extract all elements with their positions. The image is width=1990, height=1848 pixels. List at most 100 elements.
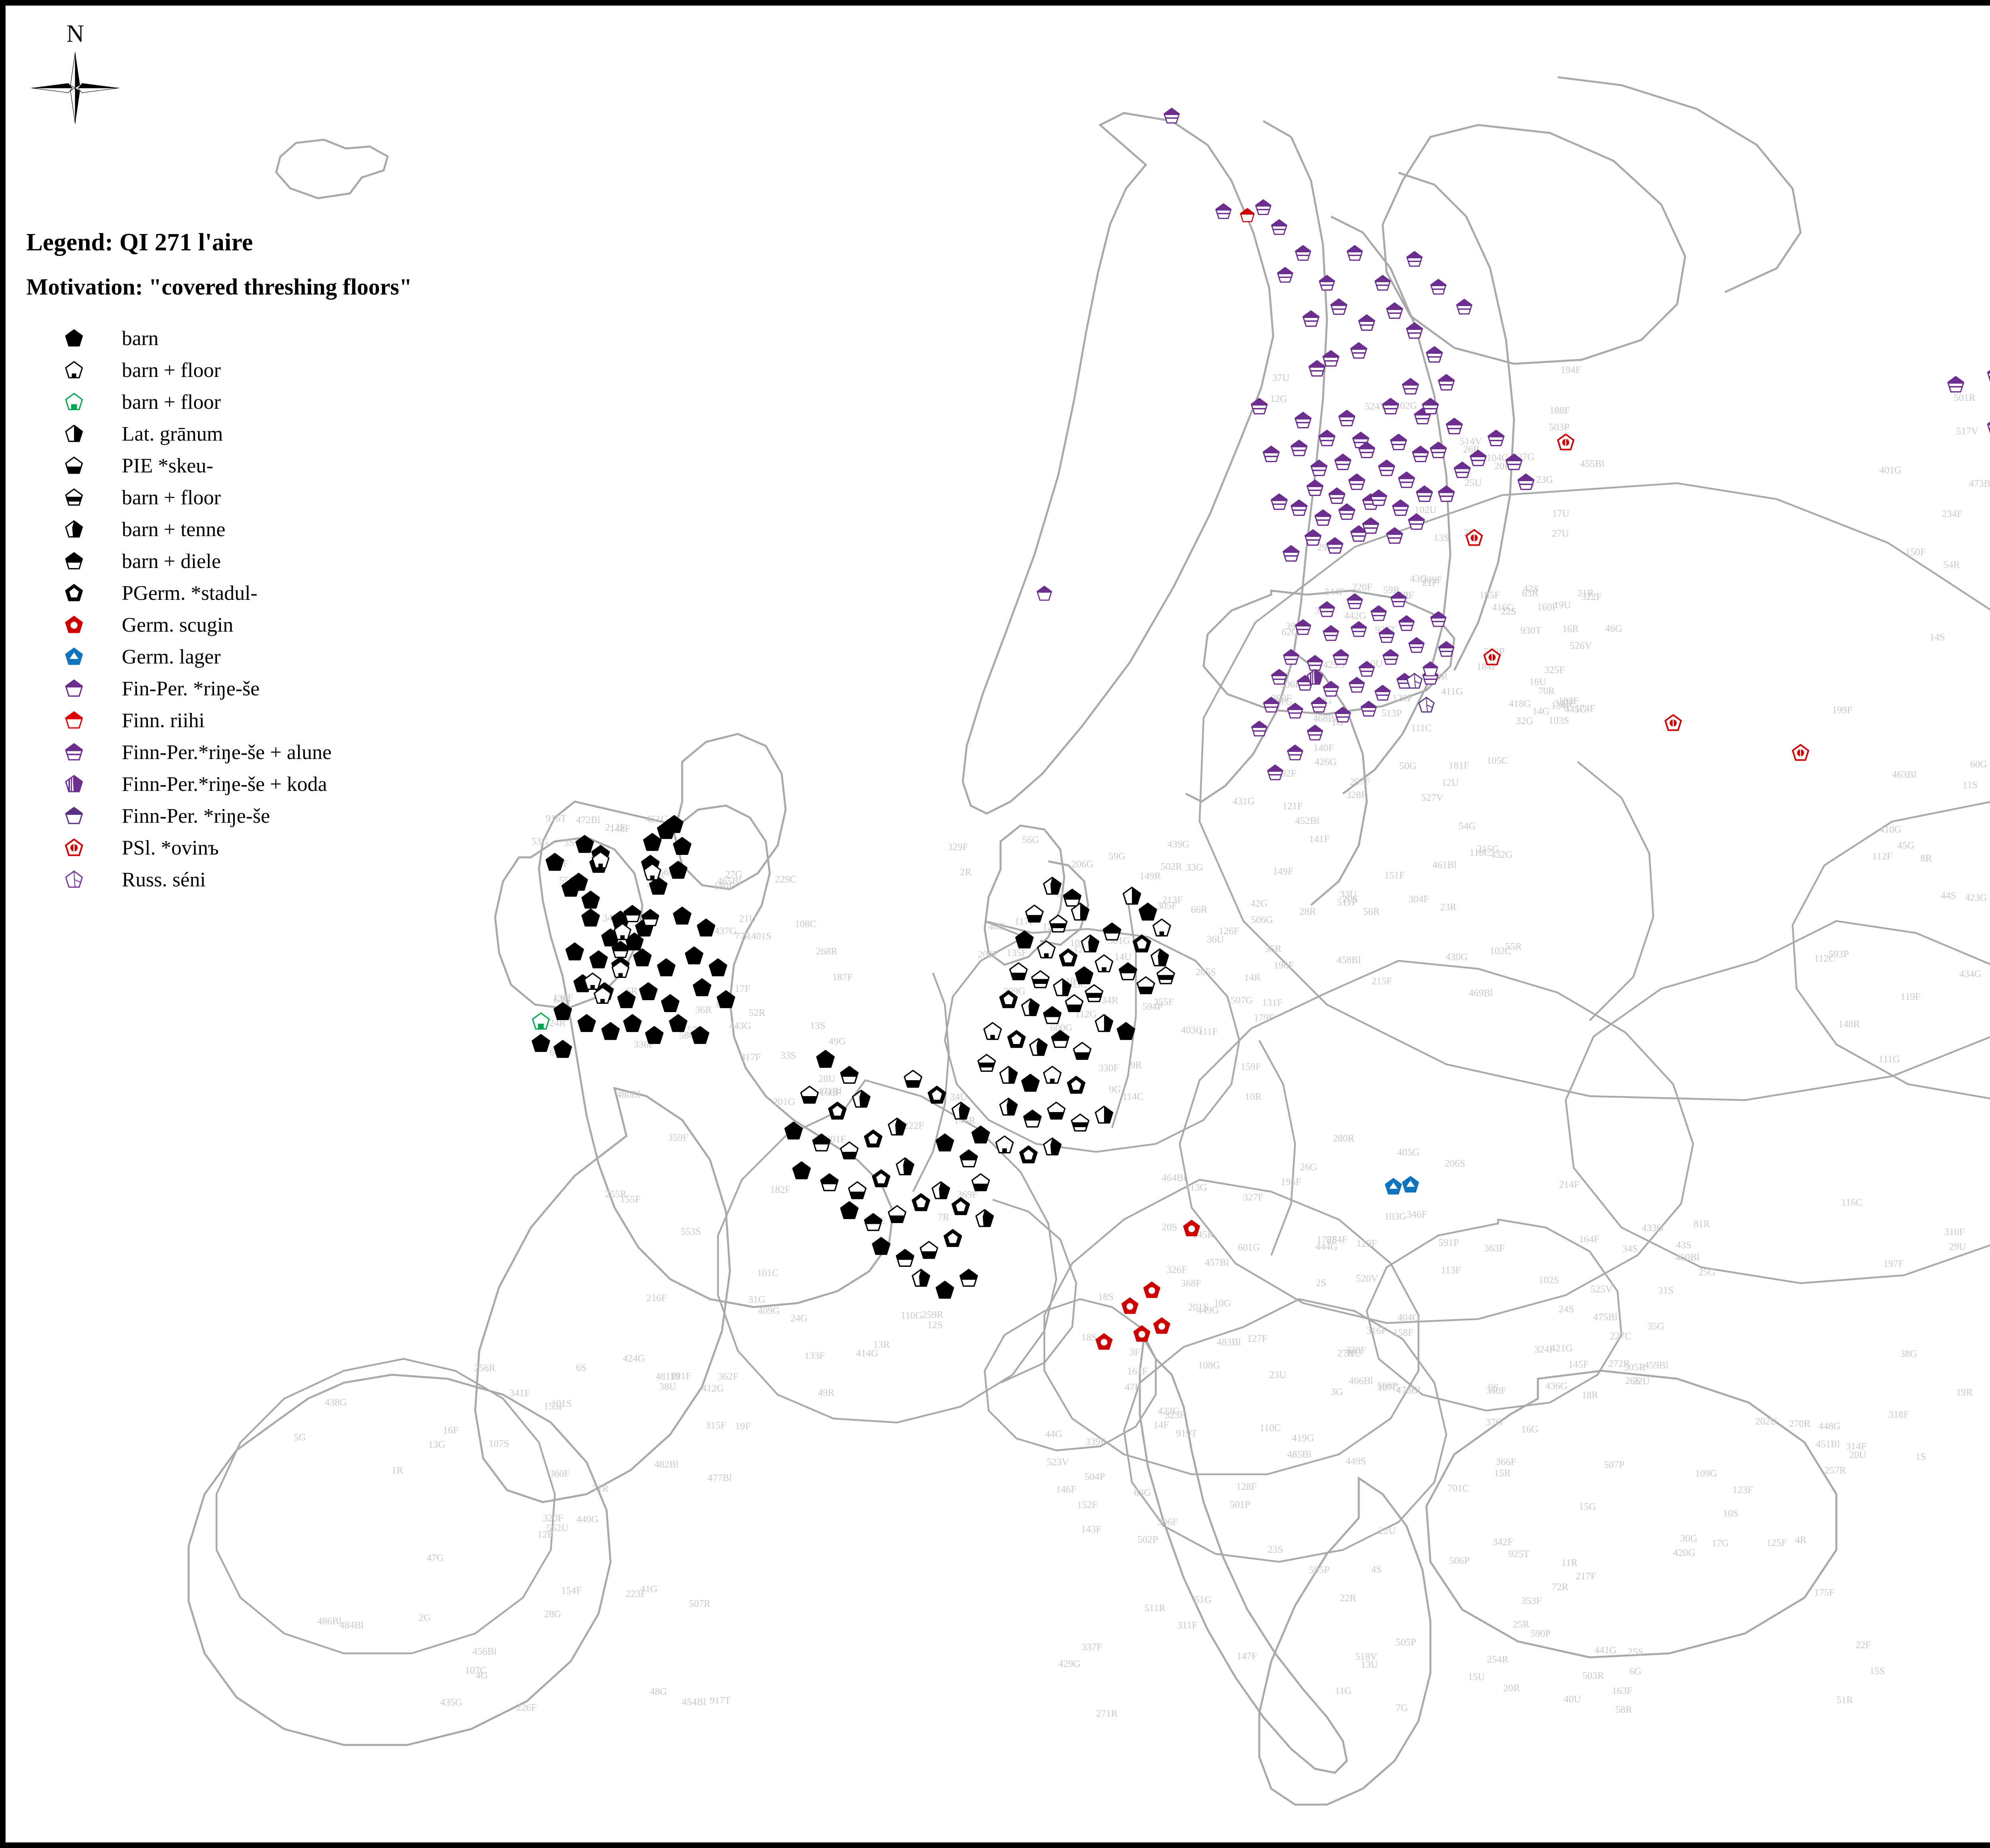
map-data-marker[interactable] [1311, 697, 1327, 716]
map-data-marker[interactable] [864, 1129, 883, 1151]
map-data-marker[interactable] [1015, 930, 1034, 952]
map-data-marker[interactable] [1338, 410, 1356, 429]
map-data-marker[interactable] [716, 990, 736, 1011]
map-data-marker[interactable] [1350, 342, 1368, 362]
map-data-marker[interactable] [1358, 661, 1375, 680]
map-data-marker[interactable] [1304, 529, 1322, 549]
map-data-marker[interactable] [633, 948, 652, 970]
map-data-marker[interactable] [1412, 445, 1429, 465]
map-data-marker[interactable] [1136, 976, 1155, 997]
legend-item[interactable]: Germ. scugin [26, 609, 540, 641]
map-data-marker[interactable] [999, 1097, 1018, 1119]
map-data-marker[interactable] [1406, 251, 1423, 270]
map-data-marker[interactable] [951, 1101, 970, 1123]
map-data-marker[interactable] [1156, 966, 1175, 987]
map-data-marker[interactable] [1095, 1333, 1113, 1353]
map-data-marker[interactable] [1416, 485, 1433, 505]
map-data-marker[interactable] [553, 1040, 572, 1061]
map-data-marker[interactable] [1282, 545, 1300, 565]
map-data-marker[interactable] [888, 1117, 907, 1139]
map-data-marker[interactable] [1267, 764, 1284, 783]
map-data-marker[interactable] [1334, 706, 1351, 726]
map-data-marker[interactable] [1043, 1137, 1062, 1159]
map-data-marker[interactable] [645, 1026, 664, 1047]
legend-item[interactable]: barn + floor [26, 386, 540, 418]
map-data-marker[interactable] [1271, 219, 1288, 238]
map-data-marker[interactable] [1426, 346, 1443, 366]
map-data-marker[interactable] [1143, 1281, 1161, 1301]
map-data-marker[interactable] [1438, 641, 1455, 660]
map-data-marker[interactable] [657, 958, 676, 980]
map-data-marker[interactable] [903, 1069, 923, 1091]
map-data-marker[interactable] [1333, 649, 1349, 668]
map-data-marker[interactable] [1360, 701, 1377, 720]
map-data-marker[interactable] [1382, 398, 1399, 418]
map-data-marker[interactable] [1307, 724, 1323, 743]
map-data-marker[interactable] [1346, 593, 1363, 612]
map-data-marker[interactable] [673, 906, 692, 928]
map-data-marker[interactable] [1262, 445, 1280, 465]
map-data-marker[interactable] [545, 853, 564, 874]
map-data-marker[interactable] [1271, 669, 1288, 688]
map-data-marker[interactable] [888, 1205, 907, 1226]
map-data-marker[interactable] [872, 1169, 891, 1190]
map-data-marker[interactable] [1287, 703, 1303, 722]
map-data-marker[interactable] [1019, 1145, 1038, 1167]
map-data-marker[interactable] [1067, 1075, 1086, 1097]
map-data-marker[interactable] [591, 851, 610, 872]
map-data-marker[interactable] [1385, 1178, 1402, 1198]
map-data-marker[interactable] [1215, 203, 1232, 222]
map-data-marker[interactable] [1308, 360, 1326, 380]
map-data-marker[interactable] [581, 890, 600, 912]
map-data-marker[interactable] [927, 1085, 946, 1107]
map-data-marker[interactable] [553, 1002, 572, 1023]
map-data-marker[interactable] [975, 1209, 994, 1230]
map-data-marker[interactable] [840, 1201, 859, 1222]
map-data-marker[interactable] [1270, 493, 1288, 513]
map-data-marker[interactable] [1469, 449, 1487, 469]
map-data-marker[interactable] [565, 942, 584, 964]
map-data-marker[interactable] [1348, 473, 1366, 493]
map-data-marker[interactable] [1430, 611, 1447, 630]
map-data-marker[interactable] [1183, 1220, 1200, 1239]
map-data-marker[interactable] [1043, 1065, 1062, 1087]
map-data-marker[interactable] [896, 1249, 915, 1270]
map-data-marker[interactable] [1163, 107, 1180, 127]
map-data-marker[interactable] [959, 1149, 978, 1171]
map-data-marker[interactable] [1430, 279, 1447, 298]
map-data-marker[interactable] [1390, 433, 1407, 453]
map-data-marker[interactable] [1059, 948, 1078, 970]
map-data-marker[interactable] [872, 1237, 891, 1258]
map-data-marker[interactable] [935, 1280, 954, 1302]
map-data-marker[interactable] [1398, 471, 1415, 491]
map-data-marker[interactable] [1307, 669, 1323, 688]
map-data-marker[interactable] [1116, 1022, 1135, 1043]
map-data-marker[interactable] [1102, 922, 1122, 944]
map-data-marker[interactable] [828, 1101, 847, 1123]
map-data-marker[interactable] [1133, 1325, 1151, 1345]
map-data-marker[interactable] [1947, 376, 1965, 396]
map-data-marker[interactable] [708, 958, 728, 980]
map-data-marker[interactable] [1071, 902, 1090, 924]
map-data-marker[interactable] [1007, 1030, 1026, 1051]
legend-item[interactable]: Finn-Per.*riŋe-še + alune [26, 736, 540, 768]
map-data-marker[interactable] [1392, 499, 1409, 519]
map-data-marker[interactable] [1118, 962, 1137, 984]
map-data-marker[interactable] [1255, 199, 1272, 218]
map-data-marker[interactable] [1446, 418, 1463, 437]
map-data-marker[interactable] [1138, 902, 1157, 924]
map-data-marker[interactable] [943, 1229, 962, 1250]
legend-item[interactable]: barn [26, 322, 540, 354]
map-data-marker[interactable] [693, 978, 712, 999]
map-data-marker[interactable] [1382, 649, 1399, 668]
map-data-marker[interactable] [840, 1141, 859, 1163]
map-data-marker[interactable] [1065, 994, 1084, 1015]
map-data-marker[interactable] [1374, 685, 1391, 704]
map-data-marker[interactable] [623, 905, 642, 925]
map-data-marker[interactable] [1094, 1014, 1114, 1035]
map-data-marker[interactable] [1483, 648, 1501, 668]
map-data-marker[interactable] [1318, 429, 1336, 449]
map-data-marker[interactable] [1430, 441, 1447, 461]
map-data-marker[interactable] [1323, 625, 1339, 644]
legend-item[interactable]: barn + diele [26, 545, 540, 577]
